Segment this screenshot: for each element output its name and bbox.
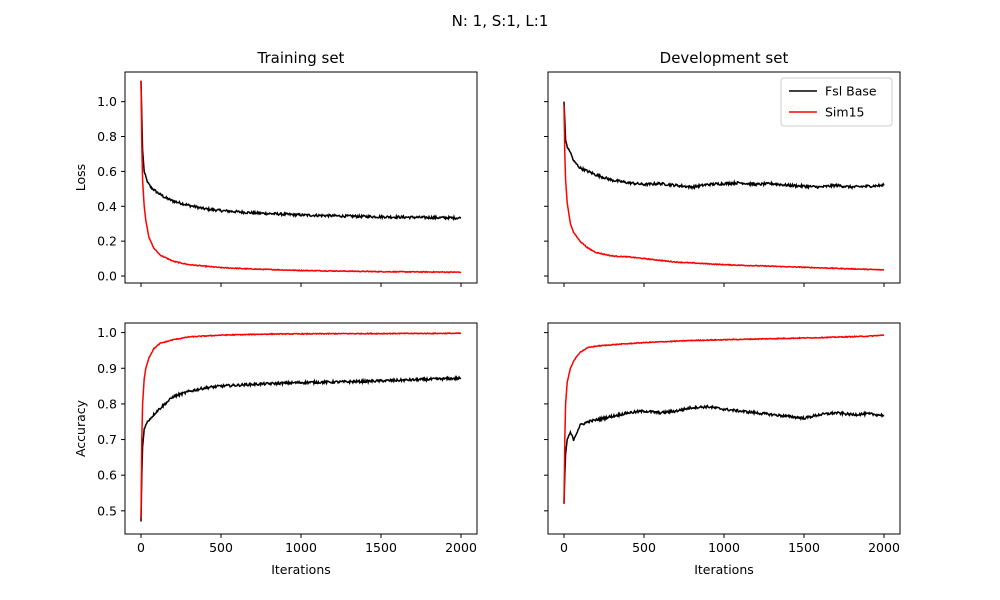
legend: Fsl Base Sim15 [780, 77, 893, 127]
series-line-fsl-base [563, 101, 885, 191]
y-tick-label: 0.6 [97, 468, 117, 483]
y-tick-label: 0.9 [97, 361, 117, 376]
y-axis-label: Loss [73, 164, 88, 191]
y-tick-label: 0.6 [97, 164, 117, 179]
y-tick-label: 1.0 [97, 325, 117, 340]
y-tick-label: 0.2 [97, 234, 117, 249]
axes-frame [124, 71, 478, 284]
series-line-fsl-base [563, 404, 885, 504]
x-tick-label: 1500 [365, 540, 397, 555]
axes-frame [124, 322, 478, 535]
series-line-sim15 [563, 334, 885, 504]
series-line-sim15 [563, 105, 885, 271]
panel-training-accuracy: 0 500 1000 1500 2000 0.5 0.6 0.7 0.8 0.9 1.0 Iterat… [73, 322, 478, 577]
plot-panels: 0.0 0.2 0.4 0.6 0.8 1.0 Training set Loss Develo… [73, 49, 901, 577]
y-tick-label: 0.5 [97, 503, 117, 518]
x-tick-label: 0 [137, 540, 145, 555]
x-tick-label: 0 [560, 540, 568, 555]
y-tick-label: 0.7 [97, 432, 117, 447]
x-tick-label: 500 [209, 540, 233, 555]
x-tick-label: 2000 [868, 540, 900, 555]
x-tick-label: 2000 [445, 540, 477, 555]
panel-title: Training set [257, 49, 345, 67]
legend-label: Fsl Base [825, 84, 877, 99]
x-axis-label: Iterations [271, 562, 331, 577]
x-tick-label: 1000 [285, 540, 317, 555]
x-axis-label: Iterations [694, 562, 754, 577]
panel-title: Development set [660, 49, 789, 67]
y-tick-label: 0.4 [97, 199, 117, 214]
panel-training-loss: 0.0 0.2 0.4 0.6 0.8 1.0 Training set Loss [73, 49, 478, 287]
series-line-sim15 [140, 80, 462, 274]
y-tick-label: 1.0 [97, 94, 117, 109]
series-line-sim15 [140, 331, 462, 518]
x-tick-label: 1000 [708, 540, 740, 555]
y-axis-label: Accuracy [73, 399, 88, 457]
legend-label: Sim15 [825, 105, 865, 120]
y-tick-label: 0.8 [97, 396, 117, 411]
series-line-fsl-base [140, 80, 462, 222]
axes-frame [547, 322, 901, 535]
figure-suptitle: N: 1, S:1, L:1 [452, 12, 549, 30]
legend-box [780, 77, 893, 127]
panel-development-accuracy: 0 500 1000 1500 2000 Iterations [544, 322, 901, 577]
panel-development-loss: Development set [544, 49, 901, 287]
x-tick-label: 500 [632, 540, 656, 555]
series-line-fsl-base [140, 375, 462, 522]
y-tick-label: 0.8 [97, 129, 117, 144]
x-tick-label: 1500 [788, 540, 820, 555]
y-tick-label: 0.0 [97, 269, 117, 284]
